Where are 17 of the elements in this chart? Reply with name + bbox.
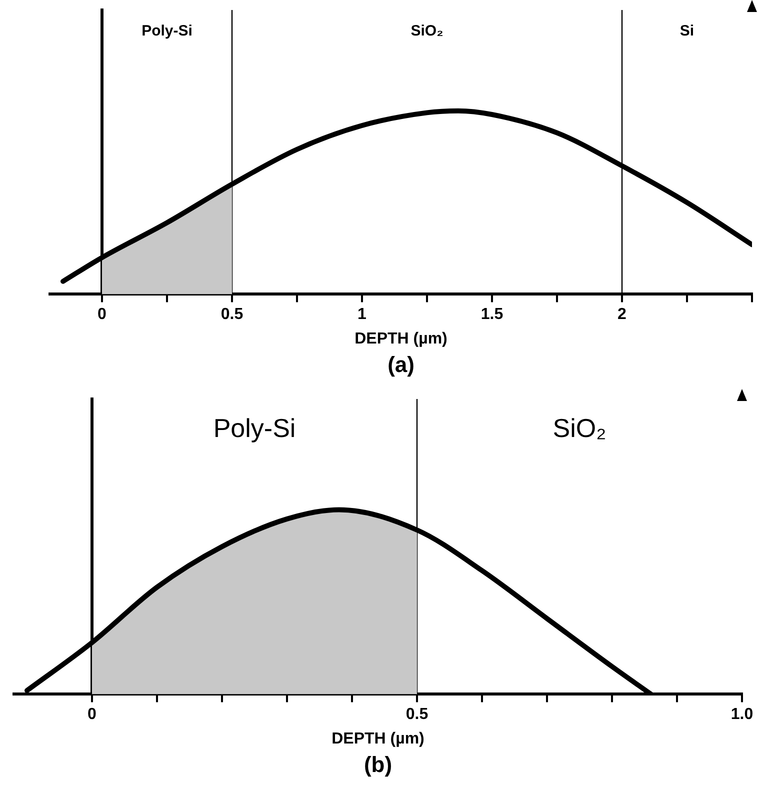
- x-tick-label: 0.5: [406, 706, 428, 724]
- text: SiO₂: [410, 22, 444, 40]
- text: Si: [680, 22, 694, 40]
- x-tick-label: 1.0: [730, 706, 754, 724]
- text: Poly-Si: [142, 22, 192, 40]
- x-tick-label: 0.5: [220, 306, 244, 324]
- x-axis-title: DEPTH (µm): [332, 730, 424, 748]
- x-tick-label: 0: [88, 706, 97, 724]
- x-tick-label: 1: [358, 306, 367, 324]
- text: (b): [364, 752, 392, 777]
- text: SiO₂: [552, 413, 606, 444]
- x-tick-label: 1.5: [480, 306, 504, 324]
- x-axis-title: DEPTH (µm): [354, 330, 448, 348]
- text: Poly-Si: [213, 413, 296, 444]
- x-tick-label: 2: [618, 306, 627, 324]
- x-tick-label: 0: [98, 306, 107, 324]
- text: (a): [388, 352, 414, 377]
